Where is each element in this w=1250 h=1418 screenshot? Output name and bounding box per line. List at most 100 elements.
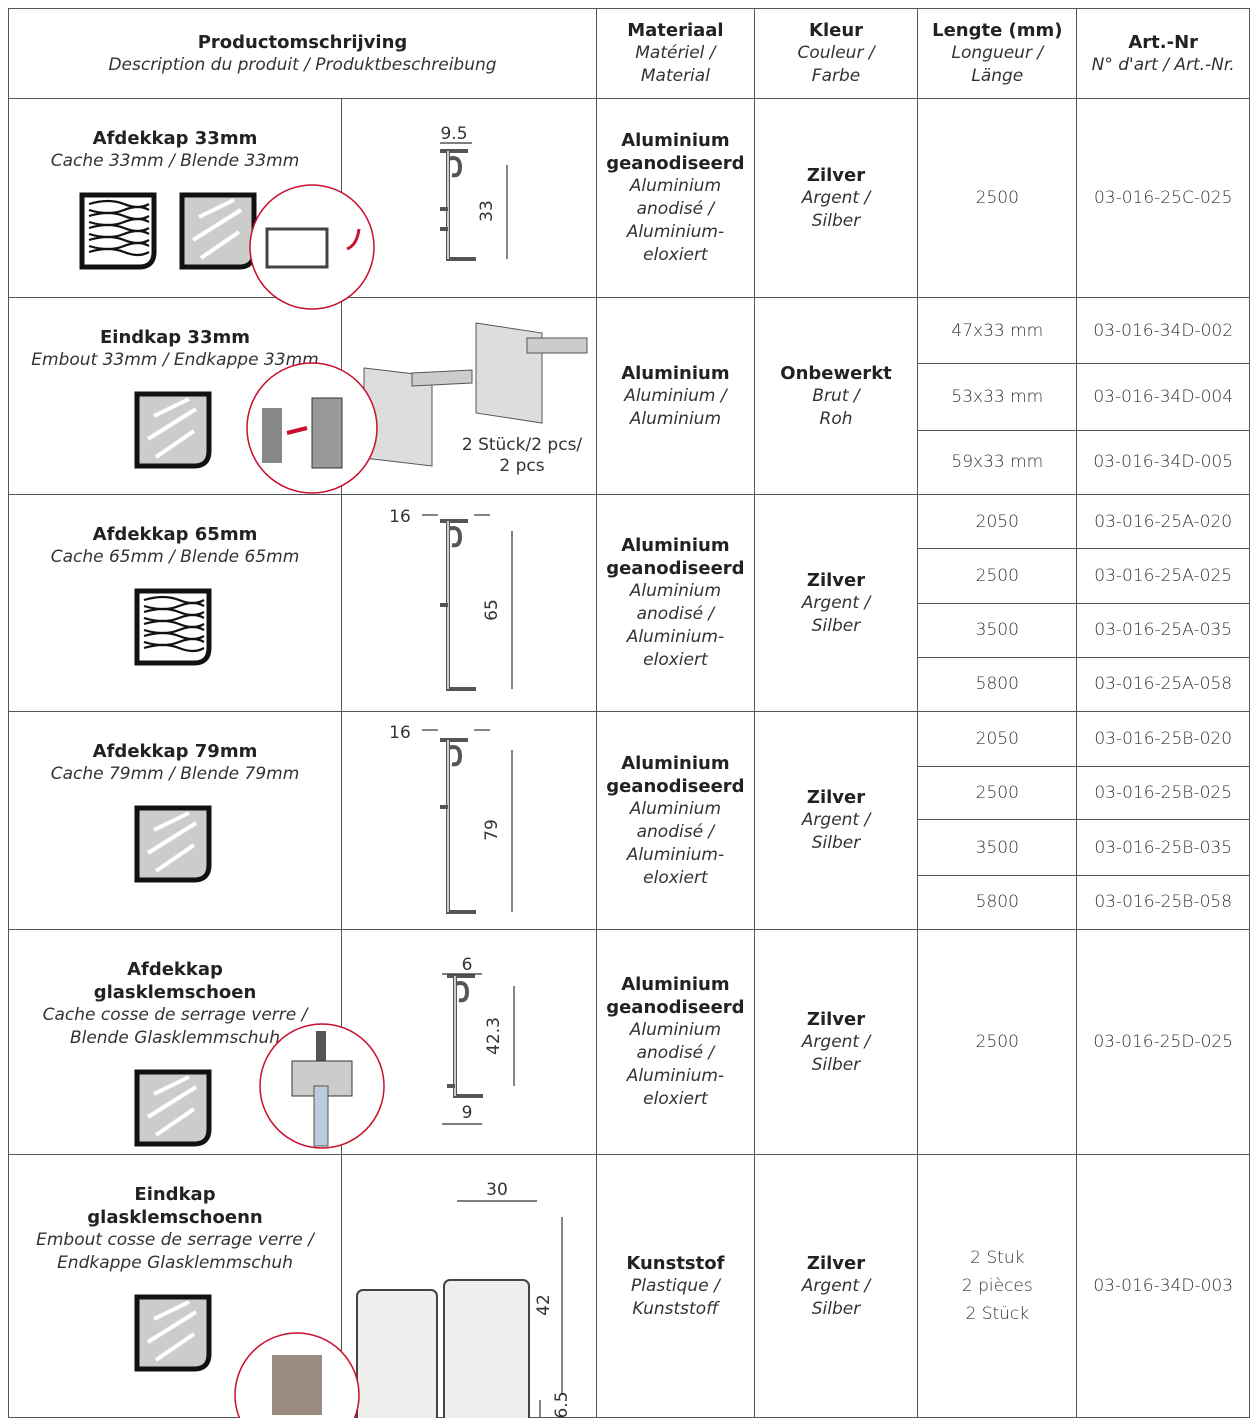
- header-title: Productomschrijving: [197, 31, 408, 53]
- color-cell: Onbewerkt Brut / Roh: [753, 297, 919, 495]
- length-cell: 5800: [917, 874, 1078, 931]
- profile: [440, 738, 476, 914]
- header-subtitle: Couleur / Farbe: [797, 43, 875, 86]
- product-table-wrap: Productomschrijving Description du produi…: [8, 8, 1250, 1418]
- dim-label: 16: [389, 723, 411, 743]
- color-desc: Argent / Silber: [801, 810, 871, 853]
- length-value: 3500: [975, 837, 1019, 858]
- art-cell: 03-016-25D-025: [1076, 929, 1250, 1155]
- dim-label: 65: [482, 599, 502, 621]
- endcap: [475, 322, 543, 424]
- wood-grain: [88, 247, 150, 257]
- material-desc: Aluminium anodisé / Aluminium- eloxiert: [626, 176, 725, 265]
- product-name: Afdekkap 79mm: [92, 741, 258, 762]
- swatches: [134, 588, 212, 666]
- dim-label: 6.5: [552, 1391, 572, 1418]
- glass-shine: [146, 1310, 198, 1344]
- product-row: 5800 03-016-25A-058: [9, 656, 1250, 713]
- color-desc: Argent / Silber: [801, 187, 871, 231]
- length-cell: 3500: [917, 819, 1078, 876]
- length-cell: 2500: [917, 548, 1078, 604]
- art-cell: 03-016-25C-025: [1076, 98, 1250, 298]
- product-row: 59x33 mm 03-016-34D-005: [9, 429, 1250, 496]
- glass-pane: [313, 1085, 329, 1147]
- header-cell: Materiaal Matériel / Material: [596, 8, 755, 99]
- color-name: Zilver: [806, 569, 866, 591]
- length-value: 2500: [975, 565, 1019, 586]
- header-subtitle: Description du produit / Produktbeschrei…: [108, 54, 497, 75]
- product-row: 5800 03-016-25B-058: [9, 874, 1250, 931]
- glass-shine: [154, 843, 196, 873]
- glass-shine: [154, 1332, 196, 1362]
- part: [262, 408, 282, 463]
- art-number: 03-016-25A-058: [1094, 674, 1233, 695]
- drawing-cell: 30 42 6.5: [234, 1154, 597, 1418]
- length-value: 2500: [975, 783, 1019, 804]
- dim-label: 33: [477, 200, 497, 222]
- art-cell: 03-016-34D-004: [1076, 363, 1250, 431]
- drawing: 2 Stück/2 pcs/2 pcs: [246, 322, 588, 494]
- header-subtitle: Matériel / Material: [635, 43, 716, 86]
- note: 2 Stück/2 pcs/: [462, 435, 583, 455]
- length-value: 47x33 mm: [951, 320, 1044, 341]
- note: 2 pcs: [499, 456, 544, 476]
- profile: [440, 149, 476, 261]
- glass-shine: [191, 208, 243, 242]
- product-desc: Cache cosse de serrage verre / Blende Gl…: [42, 1005, 308, 1048]
- product-desc: Cache 33mm / Blende 33mm: [50, 151, 300, 171]
- glass-shine: [154, 429, 196, 459]
- product-row: 3500 03-016-25B-035: [9, 819, 1250, 876]
- glass-shine: [153, 1300, 190, 1321]
- art-number: 03-016-25B-058: [1094, 892, 1233, 913]
- length-value: 2500: [975, 1032, 1019, 1052]
- product-row: Afdekkap 33mm Cache 33mm / Blende 33mm 9.5…: [8, 98, 1250, 310]
- art-number: 03-016-25B-025: [1094, 783, 1233, 804]
- art-number: 03-016-34D-003: [1093, 1276, 1234, 1296]
- photo: [272, 1355, 322, 1415]
- product-desc: Embout cosse de serrage verre / Endkappe…: [36, 1230, 314, 1273]
- material-desc: Aluminium / Aluminium: [624, 385, 727, 429]
- art-number: 03-016-25C-025: [1093, 188, 1233, 208]
- art-number: 03-016-34D-005: [1093, 452, 1234, 473]
- product-row: 2500 03-016-25A-025: [9, 548, 1250, 604]
- drawing-cell: 16 65: [341, 494, 597, 712]
- material-cell: Aluminium geanodiseerd Aluminium anodisé …: [596, 98, 755, 298]
- art-cell: 03-016-25B-035: [1076, 819, 1250, 876]
- drawing-cell: 2 Stück/2 pcs/2 pcs: [246, 297, 597, 495]
- art-number: 03-016-34D-004: [1093, 386, 1234, 407]
- product-name: Afdekkap glasklemschoen: [93, 959, 257, 1003]
- color-cell: Zilver Argent / Silber: [753, 98, 919, 298]
- drawing: 642.39: [259, 955, 515, 1149]
- swatches: [134, 1294, 212, 1372]
- product-row: Eindkap 33mm Embout 33mm / Endkappe 33mm 2…: [8, 296, 1250, 495]
- header-cell: Art.-Nr N° d'art / Art.-Nr.: [1076, 8, 1250, 99]
- art-number: 03-016-25B-035: [1094, 837, 1233, 858]
- glass-shine: [153, 397, 190, 418]
- art-cell: 03-016-25A-025: [1076, 548, 1250, 604]
- art-cell: 03-016-34D-005: [1076, 429, 1250, 496]
- length-cell: 2050: [917, 710, 1078, 768]
- material-desc: Aluminium anodisé / Aluminium- eloxiert: [626, 1020, 725, 1109]
- color-name: Onbewerkt: [780, 362, 892, 384]
- material-name: Kunststof: [626, 1252, 725, 1274]
- art-number: 03-016-25D-025: [1093, 1032, 1234, 1052]
- tab: [411, 369, 473, 387]
- swatches: [134, 805, 212, 883]
- length-value: 5800: [975, 674, 1019, 695]
- length-cell: 2500: [917, 929, 1078, 1155]
- glass-shine: [146, 821, 198, 855]
- product-name: Eindkap 33mm: [100, 327, 250, 348]
- art-number: 03-016-25A-020: [1094, 511, 1233, 532]
- detail-circle: [249, 184, 375, 310]
- header-title: Kleur: [809, 20, 864, 41]
- length-value: 2050: [975, 511, 1019, 532]
- profile: [447, 974, 483, 1098]
- length-value: 2500: [975, 188, 1019, 208]
- length-cell: 47x33 mm: [917, 296, 1078, 365]
- color-name: Zilver: [806, 1252, 866, 1274]
- product-row: 53x33 mm 03-016-34D-004: [9, 363, 1250, 431]
- color-name: Zilver: [806, 164, 866, 186]
- header-subtitle: N° d'art / Art.-Nr.: [1091, 54, 1235, 75]
- product-name: Afdekkap 33mm: [92, 128, 258, 149]
- material-cell: Aluminium Aluminium / Aluminium: [596, 297, 755, 495]
